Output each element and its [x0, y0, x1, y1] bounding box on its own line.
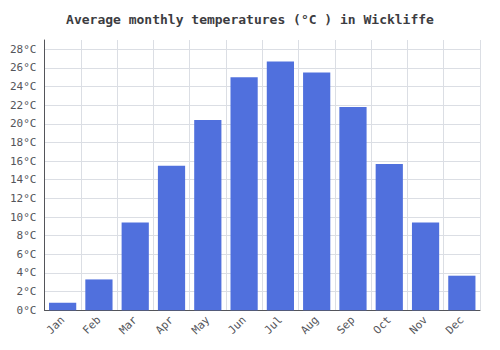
svg-text:0°C: 0°C — [17, 304, 37, 317]
svg-text:Dec: Dec — [443, 314, 466, 337]
svg-text:6°C: 6°C — [17, 248, 37, 261]
svg-text:Average monthly temperatures (: Average monthly temperatures (°C ) in Wi… — [66, 12, 434, 27]
svg-text:Apr: Apr — [153, 313, 176, 336]
svg-text:2°C: 2°C — [17, 285, 37, 298]
svg-text:4°C: 4°C — [17, 266, 37, 279]
svg-text:Jan: Jan — [44, 314, 67, 337]
svg-text:10°C: 10°C — [10, 211, 37, 224]
svg-text:Sep: Sep — [334, 314, 357, 337]
svg-text:May: May — [189, 313, 212, 336]
svg-text:Mar: Mar — [117, 313, 140, 336]
svg-text:Feb: Feb — [80, 314, 103, 337]
svg-text:8°C: 8°C — [17, 229, 37, 242]
svg-text:18°C: 18°C — [10, 136, 37, 149]
svg-text:12°C: 12°C — [10, 192, 37, 205]
svg-text:Nov: Nov — [407, 313, 430, 336]
svg-text:16°C: 16°C — [10, 155, 37, 168]
svg-text:24°C: 24°C — [10, 80, 37, 93]
svg-text:20°C: 20°C — [10, 117, 37, 130]
svg-text:22°C: 22°C — [10, 99, 37, 112]
svg-text:Aug: Aug — [298, 314, 321, 337]
svg-text:14°C: 14°C — [10, 173, 37, 186]
svg-text:Jun: Jun — [225, 314, 248, 337]
svg-text:26°C: 26°C — [10, 61, 37, 74]
svg-text:Oct: Oct — [371, 314, 394, 337]
svg-text:28°C: 28°C — [10, 43, 37, 56]
svg-text:Jul: Jul — [262, 314, 285, 337]
